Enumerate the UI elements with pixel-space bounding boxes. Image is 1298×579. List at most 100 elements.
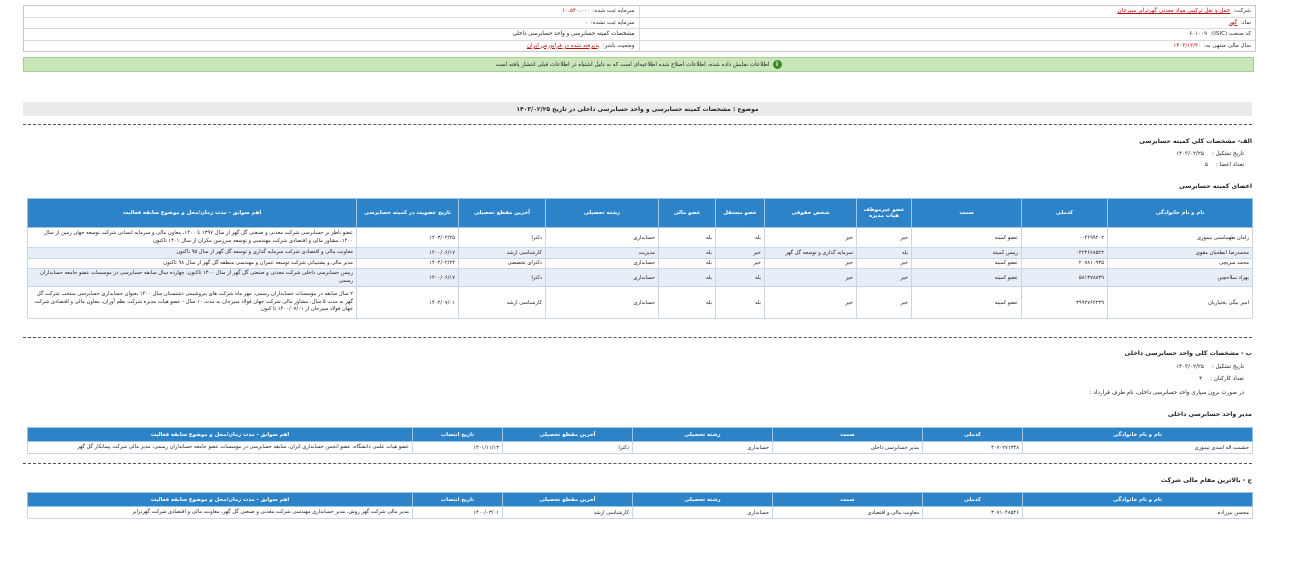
table-cell: بله	[658, 268, 716, 287]
capital-registered-label: سرمایه ثبت شده:	[592, 8, 635, 15]
table-cell: خیر	[856, 257, 912, 269]
company-value[interactable]: حمل و نقل ترکیبی مواد معدنی گهرترابر سیر…	[1117, 8, 1231, 15]
table-cell: خیر	[764, 268, 857, 287]
table-cell: ۲ سال سابقه در موسسات حسابداران رسمی، مه…	[27, 286, 357, 319]
table-cell: امیر بیگی بختیاریان	[1107, 286, 1253, 319]
column-header: سمت	[911, 198, 1022, 228]
formation-label: تاریخ تشکیل :	[1211, 364, 1244, 370]
table-cell: بله	[856, 247, 912, 259]
table-cell: سرمایه گذاری و توسعه گل گهر	[764, 247, 857, 259]
column-header: کدملی	[1021, 198, 1108, 228]
column-header: اهم سوابق - مدت زمان/محل و موضوع سابقه ف…	[27, 198, 357, 228]
symbol-value[interactable]: گهر	[1228, 19, 1238, 26]
table-cell: خیر	[856, 227, 912, 248]
section-b-staff-count: تعداد کارکنان : ۴	[1199, 376, 1244, 382]
members-count-value: ۵	[1204, 162, 1208, 168]
table-cell: کارشناسی ارشد	[458, 247, 546, 259]
company-cell: شرکت: حمل و نقل ترکیبی مواد معدنی گهرترا…	[640, 6, 1256, 17]
capital-unregistered-label: سرمایه ثبت نشده:	[590, 19, 635, 26]
table-cell: خیر	[856, 286, 912, 319]
table-cell: خیر	[715, 247, 765, 259]
table-row: بهزاد سلاحچین ۵۸۱۳۷۸۸۳۹ عضو کمیته خیر خیر بله…	[27, 268, 1253, 287]
table-cell: حسابداری	[545, 286, 659, 319]
table-cell: محمد سریچی	[1107, 257, 1253, 269]
column-header: اهم سوابق - مدت زمان/محل و موضوع سابقه ف…	[27, 427, 413, 442]
table-cell: خیر	[764, 227, 857, 248]
table-cell: بله	[715, 227, 765, 248]
table-cell: خیر	[764, 286, 857, 319]
column-header: سمت	[772, 492, 923, 507]
column-header: نام و نام خانوادگی	[1107, 198, 1253, 228]
table-cell: محمدرضا ابطحیان مقوی	[1107, 247, 1253, 259]
formation-value: ۱۴۰۳/۰۲/۲۵	[1176, 364, 1204, 370]
table-row: محسن بیرزاده ۳۰۷۱۰۴۸۵۴۶ معاونت مالی و اقتص…	[27, 506, 1253, 519]
column-header: کدملی	[922, 492, 1023, 507]
section-a-members-count: تعداد اعضا : ۵	[1205, 162, 1244, 168]
members-count-label: تعداد اعضا :	[1215, 162, 1244, 168]
table-cell: کارشناسی ارشد	[458, 286, 546, 319]
staff-count-value: ۴	[1199, 376, 1203, 382]
table-cell: ۱۴۰۳/۰۲/۲۵	[356, 227, 459, 248]
table-cell: ۳۹۹۲۷۶۲۲۳۹	[1021, 286, 1108, 319]
capital-unregistered-cell: سرمایه ثبت نشده: ۰	[24, 17, 640, 28]
table-cell: بله	[658, 227, 716, 248]
symbol-label: نماد:	[1240, 19, 1251, 26]
column-header: شخص حقوقی	[764, 198, 857, 228]
table-cell: رامان طهماسبی تیموری	[1107, 227, 1253, 248]
outsourcing-label: در صورت برون سپاری واحد حسابرسی داخلی، ن…	[1089, 390, 1244, 396]
correction-notice-text: اطلاعات نمایش داده شده، اطلاعات اصلاح شد…	[495, 61, 770, 68]
capital-unregistered-value: ۰	[584, 19, 588, 26]
section-c-title: ج - بالاترین مقام مالی شرکت	[1160, 477, 1252, 484]
isic-label: کد صنعت (ISIC):	[1210, 31, 1251, 38]
table-cell: مدیر حسابرسی داخلی	[772, 441, 923, 454]
audit-committee-table: نام و نام خانوادگی کدملی سمت عضو غیرموظف…	[27, 198, 1253, 319]
publisher-status-cell: وضعیت ناشر: پذیرفته شده در فرابورس ایران	[24, 40, 640, 51]
table-cell: ۵۸۱۳۷۸۸۳۹	[1021, 268, 1108, 287]
table-cell: عضو ناظر بر حسابرسی شرکت معدنی و صنعتی گ…	[27, 227, 357, 248]
table-cell: بله	[658, 247, 716, 259]
column-header: تاریخ عضویت در کمیته حسابرسی	[356, 198, 459, 228]
column-header: آخرین مقطع تحصیلی	[502, 427, 633, 442]
column-header: عضو مالی	[658, 198, 716, 228]
table-cell: حسابداری	[632, 441, 773, 454]
table-cell: ۱۴۰۰/۰۶/۱۷	[356, 247, 459, 259]
table-cell: بله	[715, 268, 765, 287]
table-cell: دکترای تخصصی	[458, 257, 546, 269]
divider	[23, 463, 1252, 464]
report-title: مشخصات کمیته حسابرسی و واحد حسابرسی داخل…	[512, 31, 635, 38]
section-a-title: الف- مشخصات کلی کمیته حسابرسی	[1139, 138, 1252, 145]
table-cell: بله	[715, 286, 765, 319]
staff-count-label: تعداد کارکنان :	[1210, 376, 1244, 382]
subject-bar: موضوع : مشخصات کمیته حسابرسی و واحد حساب…	[23, 102, 1252, 116]
table-cell: ۱۴۰۱/۱۱/۱۳	[412, 441, 503, 454]
column-header: رشته تحصیلی	[632, 427, 773, 442]
section-b-outsourcing: در صورت برون سپاری واحد حسابرسی داخلی، ن…	[1082, 390, 1244, 396]
capital-registered-cell: سرمایه ثبت شده: ۱۰،۵۴۰،۰۰۰	[24, 6, 640, 17]
manager-title: مدیر واحد حسابرسی داخلی	[1167, 411, 1252, 418]
column-header: آخرین مقطع تحصیلی	[458, 198, 546, 228]
divider	[23, 124, 1252, 125]
table-cell: ۰۰۴۶۹۹۲۰۲	[1021, 227, 1108, 248]
table-row: رامان طهماسبی تیموری ۰۰۴۶۹۹۲۰۲ عضو کمیته خی…	[27, 227, 1253, 248]
column-header: تاریخ انتصاب	[412, 492, 503, 507]
fiscal-year-label: سال مالی منتهی به:	[1204, 42, 1251, 49]
table-cell: ۱۴۰۲/۰۲/۲۴	[356, 257, 459, 269]
table-row: حشمت اله اسدی تیموری ۳۰۷۰۲۷۱۳۴۸ مدیر حسابر…	[27, 441, 1253, 454]
column-header: اهم سوابق - مدت زمان/محل و موضوع سابقه ف…	[27, 492, 413, 507]
column-header: عضو مستقل	[715, 198, 765, 228]
table-cell: معاونت مالی و اقتصادی شرکت سرمایه گذاری …	[27, 247, 357, 259]
formation-value: ۱۴۰۳/۰۲/۲۵	[1176, 151, 1204, 157]
correction-notice: i اطلاعات نمایش داده شده، اطلاعات اصلاح …	[23, 57, 1254, 72]
table-cell: ۲۰۷۸۱۰۹۳۵	[1021, 257, 1108, 269]
symbol-cell: نماد: گهر	[640, 18, 1256, 29]
subject-text: موضوع : مشخصات کمیته حسابرسی و واحد حساب…	[516, 105, 759, 113]
fiscal-year-value: ۱۴۰۳/۱۲/۳۰	[1173, 42, 1202, 49]
divider	[23, 337, 1252, 338]
table-cell: رییس کمیته	[911, 247, 1022, 259]
table-cell: حسابداری	[545, 227, 659, 248]
table-cell: رییس حسابرسی داخلی شرکت معدنی و صنعتی گل…	[27, 268, 357, 287]
table-cell: حشمت اله اسدی تیموری	[1022, 441, 1253, 454]
publisher-status-value: پذیرفته شده در فرابورس ایران	[526, 42, 600, 49]
table-cell: حسابداری	[545, 257, 659, 269]
members-title: اعضای کمیته حسابرسی	[1179, 183, 1252, 190]
